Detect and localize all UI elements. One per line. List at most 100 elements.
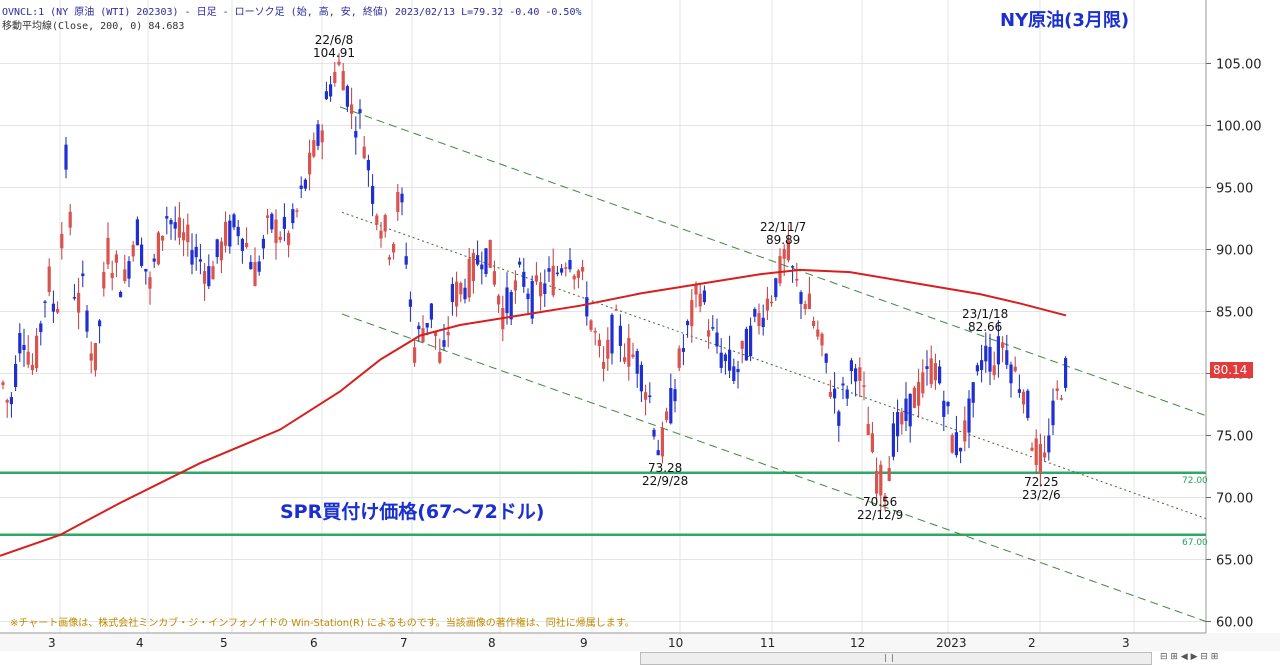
candle-body-51 [215, 239, 219, 257]
annotation-low-dec: 70.56 22/12/9 [857, 495, 904, 522]
candle-body-134 [564, 267, 568, 269]
candle-body-175 [736, 368, 740, 373]
candle-body-249 [1047, 435, 1051, 453]
candle-body-74 [312, 140, 316, 157]
candle-body-34 [144, 268, 148, 272]
candle-body-47 [198, 259, 202, 262]
candle-body-49 [207, 266, 211, 287]
candle-body-43 [182, 232, 186, 241]
candle-body-174 [732, 366, 736, 381]
candle-body-158 [665, 411, 669, 421]
candle-body-109 [459, 283, 463, 295]
candle-body-93 [392, 243, 396, 253]
y-tick-label-6: 75.00 [1216, 430, 1253, 445]
chart-header-line2: 移動平均線(Close, 200, 0) 84.683 [2, 21, 185, 32]
candle-body-97 [408, 299, 412, 307]
candle-body-0 [1, 382, 5, 386]
candle-body-157 [660, 427, 664, 457]
candle-body-37 [156, 232, 160, 265]
trend-upper-line [339, 106, 1207, 417]
candle-body-19 [81, 273, 85, 277]
candle-body-70 [295, 210, 299, 212]
candle-body-69 [291, 209, 295, 224]
x-tick-label-7: 10 [668, 636, 683, 650]
candle-body-117 [492, 271, 496, 285]
x-tick-label-1: 4 [136, 636, 144, 650]
candle-body-61 [257, 261, 261, 272]
candle-body-154 [648, 395, 652, 398]
candle-body-27 [114, 254, 118, 263]
candle-body-140 [589, 320, 593, 330]
y-tick-label-1: 100.00 [1216, 120, 1262, 135]
candle-body-121 [509, 291, 513, 320]
candle-body-155 [652, 429, 656, 437]
candle-body-101 [425, 323, 429, 328]
chart-header-line1: OVNCL:1 (NY 原油 (WTI) 202303) - 日足 - ローソク… [2, 7, 582, 18]
candle-body-114 [480, 264, 484, 270]
candle-body-187 [786, 240, 790, 261]
candle-body-20 [85, 310, 89, 332]
candle-body-217 [912, 387, 916, 408]
y-tick-label-7: 70.00 [1216, 492, 1253, 507]
horizontal-scrollbar[interactable] [640, 652, 1152, 665]
candle-body-226 [950, 435, 954, 453]
candle-body-156 [656, 450, 660, 456]
candle-body-21 [89, 353, 93, 361]
band-upper-label: 72.00 [1182, 476, 1208, 486]
candle-body-202 [849, 360, 853, 372]
candle-body-66 [278, 236, 282, 240]
candle-body-116 [488, 239, 492, 268]
candle-body-241 [1013, 366, 1017, 372]
candle-body-148 [623, 357, 627, 362]
candle-body-150 [631, 354, 635, 358]
candle-body-236 [992, 365, 996, 376]
candle-body-251 [1055, 388, 1059, 392]
candle-body-250 [1051, 400, 1055, 426]
zoom-controls[interactable]: ⊟ ⊞ ◀ ▶ ⊟ ⊞ [1160, 652, 1219, 662]
candle-body-31 [131, 244, 135, 257]
scrollbar-thumb[interactable] [885, 654, 893, 662]
candle-body-200 [841, 383, 845, 386]
candle-body-235 [988, 346, 992, 372]
candle-body-10 [43, 301, 47, 303]
candle-body-130 [547, 268, 551, 272]
candle-body-238 [1001, 342, 1005, 348]
candle-body-231 [971, 382, 975, 403]
candle-body-53 [224, 221, 228, 246]
candle-body-115 [484, 248, 488, 274]
candle-body-147 [618, 325, 622, 346]
candle-body-205 [862, 385, 866, 387]
candle-body-203 [854, 368, 858, 382]
candle-body-32 [135, 219, 139, 246]
candle-body-38 [161, 235, 165, 241]
candle-body-41 [173, 222, 177, 229]
candle-body-73 [308, 152, 312, 175]
candle-body-172 [723, 354, 727, 362]
candle-body-141 [593, 330, 597, 333]
candle-body-131 [551, 265, 555, 296]
candle-body-71 [299, 185, 303, 189]
candle-body-216 [908, 393, 912, 427]
candle-body-146 [614, 309, 618, 311]
candle-body-221 [929, 358, 933, 385]
x-tick-label-6: 9 [580, 636, 588, 650]
x-tick-label-12: 3 [1122, 636, 1130, 650]
candle-body-108 [455, 281, 459, 307]
candle-body-23 [98, 320, 102, 327]
candle-body-26 [110, 272, 114, 279]
candle-body-196 [824, 353, 828, 363]
x-tick-label-2: 5 [220, 636, 228, 650]
candle-body-59 [249, 261, 253, 270]
candle-body-192 [807, 293, 811, 310]
candle-body-35 [148, 277, 152, 289]
candle-body-102 [429, 303, 433, 320]
x-tick-label-3: 6 [310, 636, 318, 650]
candle-body-243 [1022, 391, 1026, 405]
candle-body-227 [954, 432, 958, 456]
candle-body-107 [450, 284, 454, 303]
x-tick-label-10: 2023 [936, 636, 967, 650]
candle-body-48 [203, 271, 207, 284]
candle-body-54 [228, 220, 232, 247]
candle-body-206 [866, 423, 870, 436]
candle-body-164 [690, 300, 694, 327]
